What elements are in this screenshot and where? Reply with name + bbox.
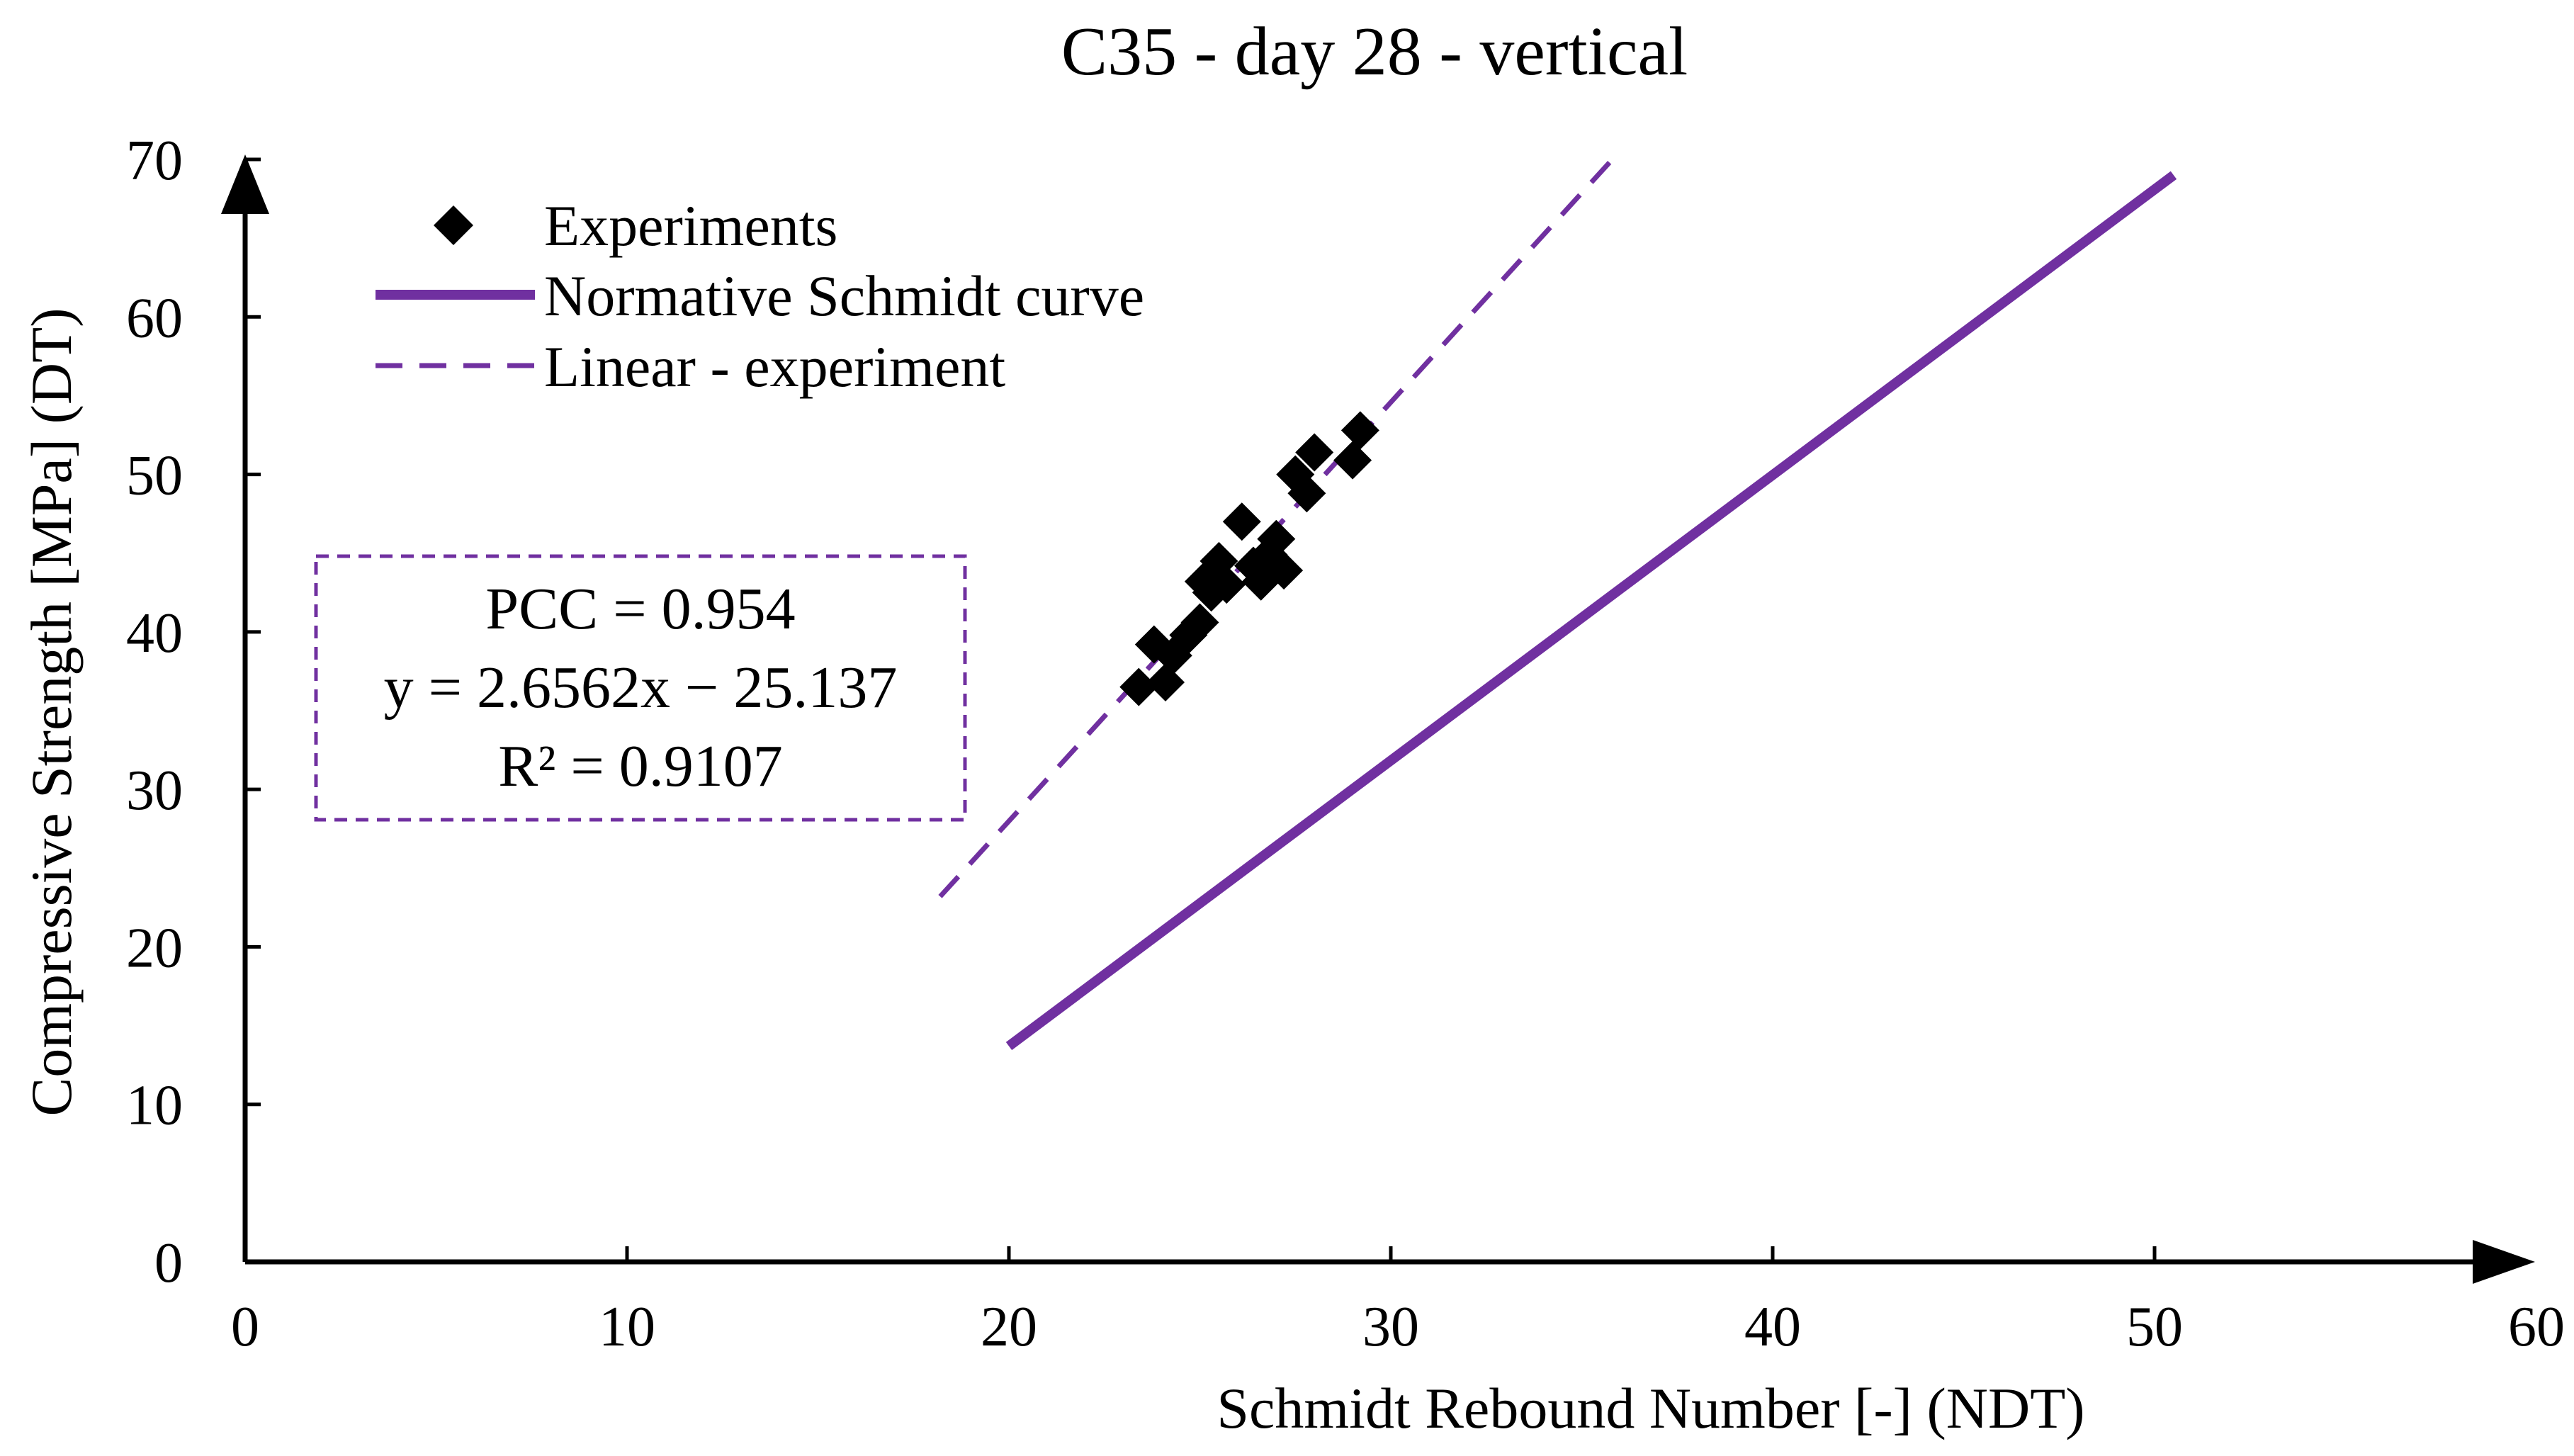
x-tick-label: 10 (599, 1296, 655, 1358)
stats-pcc: PCC = 0.954 (485, 576, 795, 642)
legend: Experiments Normative Schmidt curve Line… (376, 193, 1144, 399)
stats-equation: y = 2.6562x − 25.137 (384, 655, 898, 721)
x-ticks: 0 10 20 30 40 50 60 (231, 1246, 2565, 1358)
legend-label-linear: Linear - experiment (544, 334, 1005, 399)
legend-label-normative: Normative Schmidt curve (544, 264, 1144, 328)
legend-marker-experiments (434, 205, 473, 245)
experiment-point (1287, 474, 1326, 513)
experiment-point (1180, 603, 1219, 642)
experiment-point (1265, 551, 1304, 590)
experiment-point (1333, 441, 1372, 480)
experiment-point (1119, 667, 1158, 706)
stats-box-border (314, 554, 967, 822)
experiment-point (1295, 433, 1334, 472)
experiment-point (1340, 411, 1379, 450)
experiment-point (1257, 519, 1296, 558)
y-tick-label: 40 (126, 602, 183, 665)
experiment-point (1222, 502, 1261, 541)
x-tick-label: 50 (2126, 1296, 2183, 1358)
legend-label-experiments: Experiments (544, 193, 837, 258)
experiment-point (1146, 662, 1185, 701)
x-axis-title: Schmidt Rebound Number [-] (NDT) (1217, 1376, 2084, 1440)
y-tick-label: 20 (126, 917, 183, 979)
y-tick-label: 10 (126, 1075, 183, 1137)
y-tick-label: 50 (126, 445, 183, 507)
stats-box: PCC = 0.954 y = 2.6562x − 25.137 R² = 0.… (314, 554, 967, 822)
y-axis-title: Compressive Strength [MPa] (DT) (19, 308, 84, 1117)
experiment-point (1207, 565, 1246, 604)
y-tick-label: 30 (126, 760, 183, 822)
y-ticks: 0 10 20 30 40 50 60 70 (126, 130, 261, 1294)
x-tick-label: 60 (2508, 1296, 2565, 1358)
chart-title: C35 - day 28 - vertical (1061, 13, 1688, 90)
y-tick-label: 0 (154, 1232, 183, 1294)
x-tick-label: 30 (1362, 1296, 1419, 1358)
x-tick-label: 20 (981, 1296, 1037, 1358)
axes (221, 154, 2535, 1284)
normative-schmidt-line (1005, 171, 2177, 1051)
y-tick-label: 70 (126, 130, 183, 192)
x-tick-label: 0 (231, 1296, 259, 1358)
x-tick-label: 40 (1744, 1296, 1801, 1358)
y-tick-label: 60 (126, 287, 183, 349)
stats-r2: R² = 0.9107 (498, 733, 783, 799)
y-axis-arrow (221, 154, 269, 214)
series-points (1119, 411, 1379, 706)
x-axis-arrow (2473, 1240, 2535, 1284)
